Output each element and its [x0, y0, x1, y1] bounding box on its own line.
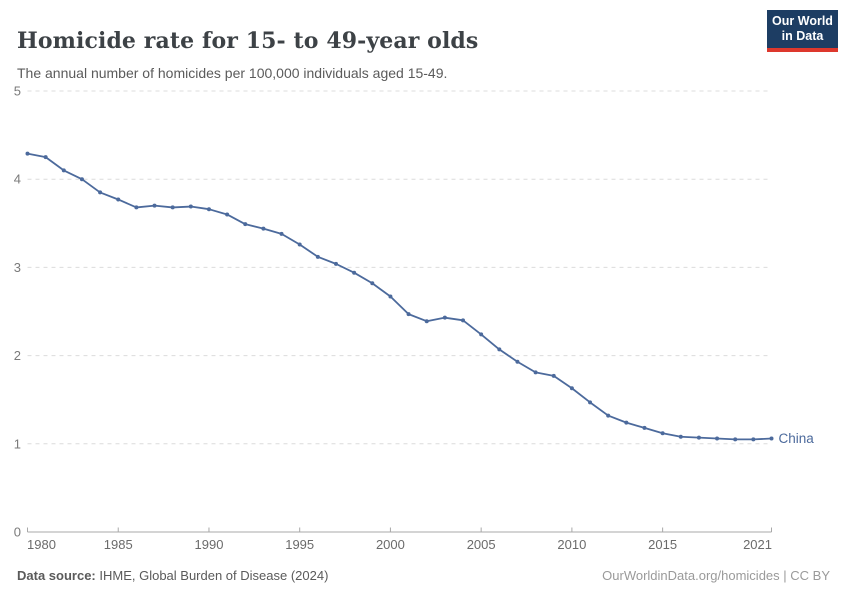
data-point [497, 347, 502, 352]
owid-logo-line1: Our World [772, 14, 833, 28]
data-point [424, 319, 429, 324]
data-point [533, 370, 538, 375]
owid-license-link[interactable]: OurWorldinData.org/homicides | CC BY [602, 568, 830, 583]
data-point [751, 437, 756, 442]
y-axis-tick-label: 3 [14, 260, 21, 275]
data-point [261, 226, 266, 231]
owid-logo-line2: in Data [781, 29, 824, 43]
data-point [406, 312, 411, 317]
data-point [624, 420, 629, 425]
data-point [442, 315, 447, 320]
owid-logo[interactable]: Our World in Data [767, 10, 838, 52]
y-axis-tick-label: 0 [14, 525, 21, 540]
x-axis-tick-label: 2021 [743, 537, 772, 552]
data-point [370, 281, 375, 286]
y-axis-tick-label: 1 [14, 436, 21, 451]
data-point [696, 435, 701, 440]
x-axis-tick-label: 2015 [648, 537, 677, 552]
data-point [352, 270, 357, 275]
data-point [461, 318, 466, 323]
chart-subtitle: The annual number of homicides per 100,0… [17, 65, 448, 81]
page-title: Homicide rate for 15- to 49-year olds [17, 27, 479, 54]
data-point [569, 386, 574, 391]
y-axis-tick-label: 5 [14, 84, 21, 99]
y-axis-tick-label: 2 [14, 348, 21, 363]
data-point [152, 203, 157, 208]
data-point [660, 431, 665, 436]
data-source: Data source: IHME, Global Burden of Dise… [17, 568, 328, 583]
data-point [678, 434, 683, 439]
data-point [188, 204, 193, 209]
x-axis-tick-label: 1995 [285, 537, 314, 552]
data-point [79, 177, 84, 182]
data-point [479, 332, 484, 337]
data-point [170, 205, 175, 210]
data-point [642, 425, 647, 430]
data-point [588, 400, 593, 405]
data-point [315, 254, 320, 259]
x-axis-tick-label: 1980 [27, 537, 56, 552]
x-axis-tick-label: 2010 [557, 537, 586, 552]
x-axis-tick-label: 2005 [467, 537, 496, 552]
data-point [25, 151, 30, 156]
data-point [551, 373, 556, 378]
data-point [279, 231, 284, 236]
data-point [515, 359, 520, 364]
data-point [225, 212, 230, 217]
series-line-china [26, 152, 773, 441]
data-source-label: Data source: [17, 568, 96, 583]
chart-footer: Data source: IHME, Global Burden of Dise… [17, 568, 830, 583]
data-point [606, 413, 611, 418]
data-point [61, 168, 66, 173]
data-point [243, 222, 248, 227]
data-point [769, 436, 774, 441]
data-point [134, 205, 139, 210]
y-axis-tick-label: 4 [14, 172, 21, 187]
data-point [98, 190, 103, 195]
data-point [333, 261, 338, 266]
x-axis-tick-label: 2000 [376, 537, 405, 552]
data-point [715, 436, 720, 441]
data-point [388, 294, 393, 299]
data-point [733, 437, 738, 442]
data-point [43, 155, 48, 160]
series-end-label-china[interactable]: China [779, 431, 815, 446]
x-axis-tick-label: 1985 [104, 537, 133, 552]
data-source-value: IHME, Global Burden of Disease (2024) [95, 568, 329, 583]
data-point [206, 207, 211, 212]
data-point [297, 242, 302, 247]
data-point [116, 197, 121, 202]
x-axis-tick-label: 1990 [195, 537, 224, 552]
